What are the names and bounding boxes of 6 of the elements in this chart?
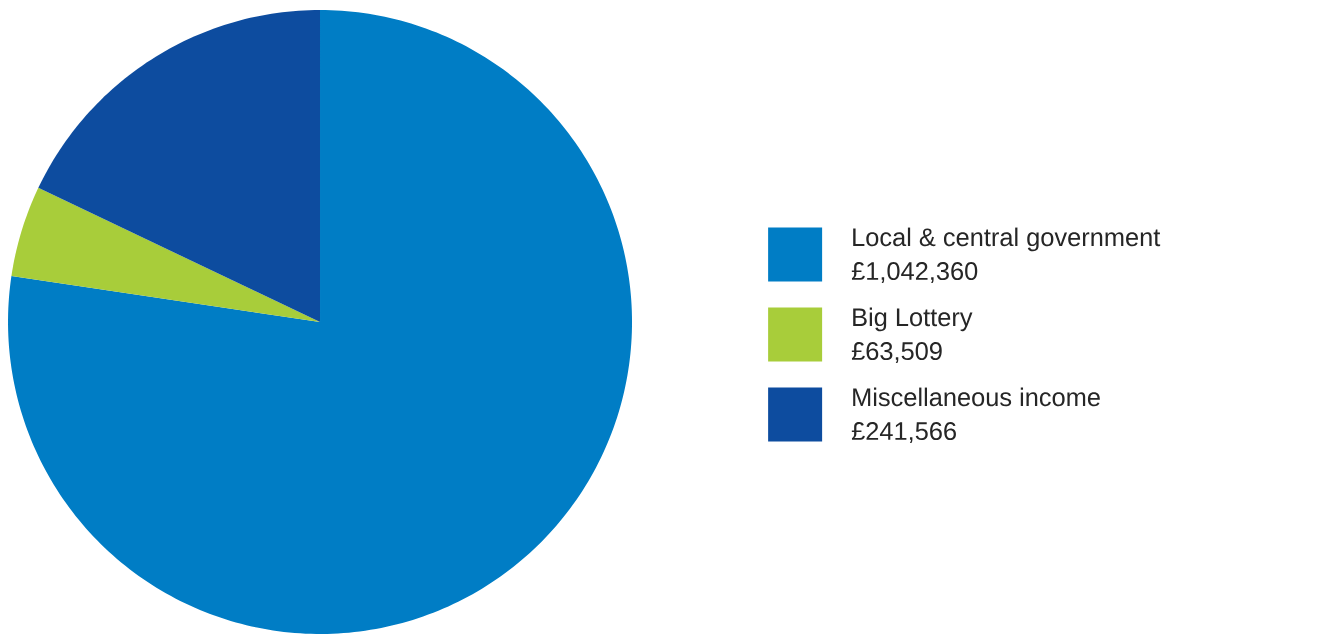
data-label: £63,509 xyxy=(851,342,942,364)
legend-label: Miscellaneous income xyxy=(853,387,1100,407)
legend-label: Big Lottery xyxy=(853,307,973,332)
legend-label: Local & central government xyxy=(853,227,1161,252)
data-label: £241,566 xyxy=(851,422,956,444)
data-label: £1,042,360 xyxy=(851,262,978,284)
